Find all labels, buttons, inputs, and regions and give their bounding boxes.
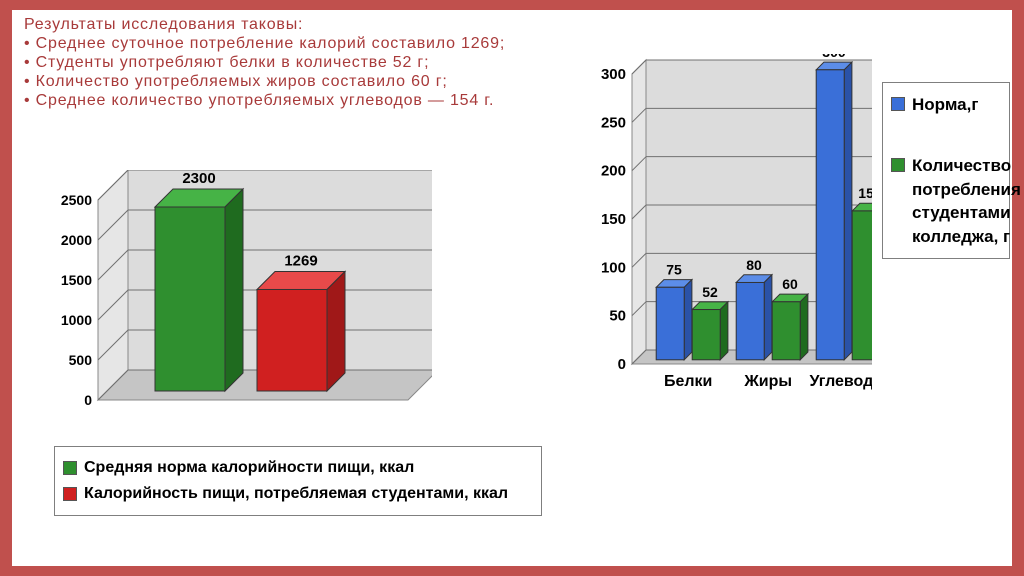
legend2-label-0: Норма,г (912, 93, 978, 116)
slide-paper: Результаты исследования таковы: • Средне… (12, 10, 1012, 566)
legend1-label-0: Средняя норма калорийности пищи, ккал (84, 457, 414, 479)
legend2-label-1: Количество потребления студентами коллед… (912, 154, 1021, 248)
legend1-swatch-1 (63, 487, 77, 501)
svg-text:75: 75 (666, 262, 682, 278)
research-text-block: Результаты исследования таковы: • Средне… (24, 16, 524, 111)
research-heading: Результаты исследования таковы: (24, 16, 524, 34)
research-line-4: • Среднее количество употребляемых углев… (24, 92, 524, 110)
legend2-row-1: Количество потребления студентами коллед… (891, 154, 1001, 248)
nutrients-chart: 0 50 100 150 200 250 300 75 52 Белки 80 60 Жиры 300 15… (592, 54, 872, 394)
svg-text:2000: 2000 (61, 232, 92, 248)
calories-legend: Средняя норма калорийности пищи, ккал Ка… (54, 446, 542, 516)
nutrients-chart-svg: 0 50 100 150 200 250 300 75 52 Белки 80 60 Жиры 300 15… (592, 54, 872, 394)
research-line-3: • Количество употребляемых жиров состави… (24, 73, 524, 91)
legend1-label-1: Калорийность пищи, потребляемая студента… (84, 483, 508, 505)
svg-text:80: 80 (746, 257, 762, 273)
svg-text:Жиры: Жиры (743, 373, 792, 390)
legend1-swatch-0 (63, 461, 77, 475)
nutrients-legend: Норма,г Количество потребления студентам… (882, 82, 1010, 259)
svg-text:1500: 1500 (61, 272, 92, 288)
svg-text:1000: 1000 (61, 312, 92, 328)
research-line-1: • Среднее суточное потребление калорий с… (24, 35, 524, 53)
legend2-row-0: Норма,г (891, 93, 1001, 116)
svg-text:150: 150 (601, 211, 626, 228)
svg-text:50: 50 (609, 308, 626, 325)
legend1-row-0: Средняя норма калорийности пищи, ккал (63, 457, 533, 479)
svg-text:2500: 2500 (61, 192, 92, 208)
svg-text:154: 154 (858, 185, 872, 201)
svg-text:250: 250 (601, 114, 626, 131)
svg-text:2300: 2300 (182, 170, 215, 187)
legend1-row-1: Калорийность пищи, потребляемая студента… (63, 483, 533, 505)
svg-text:100: 100 (601, 259, 626, 276)
svg-text:300: 300 (822, 54, 846, 60)
svg-text:52: 52 (702, 284, 718, 300)
svg-text:Углеводы: Углеводы (809, 373, 872, 390)
svg-text:200: 200 (601, 163, 626, 180)
calories-chart: 0 500 1000 1500 2000 2500 2300 1269 (52, 170, 432, 420)
research-line-2: • Студенты употребляют белки в количеств… (24, 54, 524, 72)
svg-text:500: 500 (69, 352, 93, 368)
svg-text:Белки: Белки (664, 373, 712, 390)
legend2-swatch-0 (891, 97, 905, 111)
calories-chart-svg: 0 500 1000 1500 2000 2500 2300 1269 (52, 170, 432, 420)
svg-text:300: 300 (601, 66, 626, 83)
legend2-swatch-1 (891, 158, 905, 172)
svg-text:60: 60 (782, 276, 798, 292)
svg-text:1269: 1269 (284, 252, 317, 269)
svg-text:0: 0 (618, 356, 626, 373)
svg-text:0: 0 (84, 392, 92, 408)
